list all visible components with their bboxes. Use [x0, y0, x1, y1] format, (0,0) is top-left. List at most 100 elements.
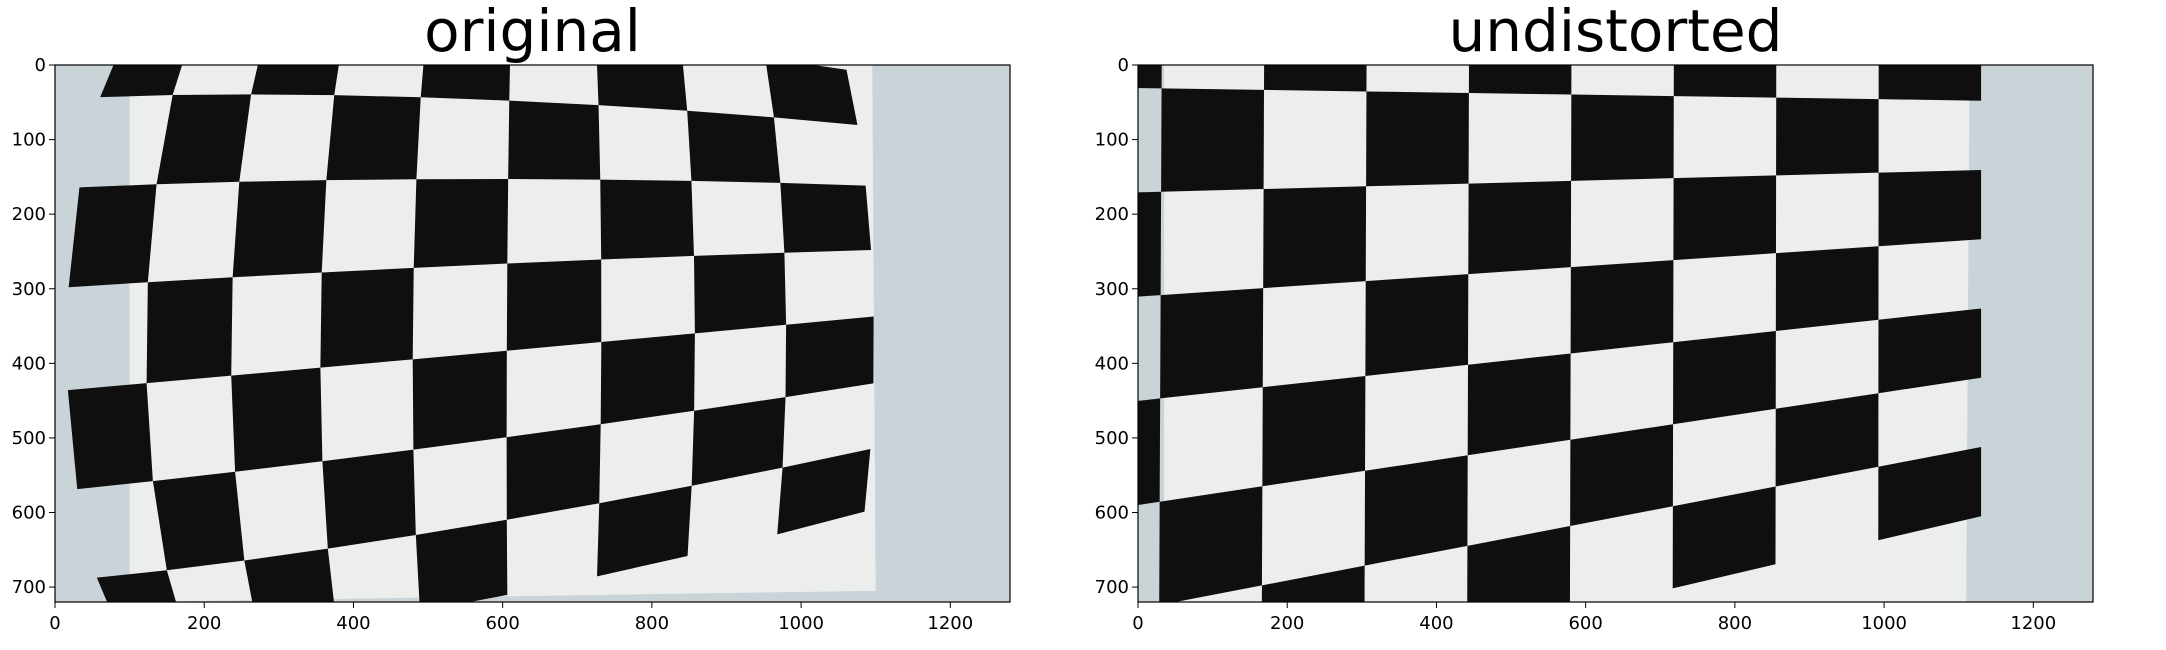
y-tick-label: 0 — [1118, 55, 1129, 76]
y-tick-label: 700 — [12, 577, 46, 598]
checker-square — [412, 350, 507, 450]
checker-square — [691, 397, 786, 486]
x-tick-label: 400 — [1419, 613, 1453, 634]
image-content — [55, 65, 1010, 602]
checker-square — [1366, 91, 1469, 187]
checker-square — [413, 179, 509, 268]
x-tick-label: 1000 — [1861, 613, 1907, 634]
panel-undistorted: undistorted 0 200 400 600 800 1000 1200 0 100 200… — [1083, 0, 2166, 650]
plot-undistorted: 0 200 400 600 800 1000 1200 0 100 200 300 400 500 600… — [1083, 55, 2094, 650]
panel-original: original 0 200 400 600 800 1000 1200 0 100 200 300… — [12, 0, 1011, 634]
checker-square — [597, 485, 692, 577]
checker-square — [1878, 446, 1982, 541]
y-tick-label: 100 — [12, 130, 46, 151]
y-tick-label: 200 — [1095, 204, 1129, 225]
checker-square — [687, 110, 781, 183]
checker-square — [785, 316, 874, 398]
checker-square — [1261, 565, 1365, 602]
checker-square — [232, 180, 327, 278]
checker-square — [1776, 97, 1879, 176]
checker-square — [100, 65, 183, 98]
checker-square — [1083, 605, 1159, 650]
x-tick-label: 0 — [49, 613, 60, 634]
plot-original: 0 200 400 600 800 1000 1200 0 100 200 300 400 500 600… — [12, 55, 1011, 634]
checker-square — [600, 333, 695, 425]
checker-square — [506, 424, 601, 520]
x-tick-label: 200 — [1270, 613, 1304, 634]
checker-square — [777, 448, 871, 535]
checker-square — [96, 570, 177, 602]
x-tick-label: 800 — [635, 613, 669, 634]
y-tick-label: 300 — [12, 279, 46, 300]
y-tick-label: 300 — [1095, 279, 1129, 300]
checker-square — [1160, 288, 1264, 399]
checker-square — [1138, 65, 1162, 89]
checker-square — [1365, 274, 1469, 376]
checker-square — [1468, 180, 1572, 275]
checker-square — [1673, 175, 1777, 261]
checker-square — [1673, 330, 1776, 425]
checker-square — [1468, 65, 1572, 95]
checker-square — [67, 383, 153, 490]
panel-title-original: original — [424, 0, 641, 65]
checker-square — [152, 471, 245, 571]
x-tick-label: 600 — [485, 613, 519, 634]
checker-square — [1878, 65, 1982, 101]
x-tick-label: 600 — [1568, 613, 1602, 634]
checker-square — [600, 179, 694, 260]
checker-square — [1878, 169, 1982, 247]
checker-square — [326, 95, 421, 181]
checker-square — [1672, 486, 1776, 589]
x-tick-label: 400 — [336, 613, 370, 634]
image-content — [1083, 65, 2093, 650]
axes-frame — [54, 64, 1011, 603]
checker-square — [1138, 191, 1162, 297]
checker-square — [420, 65, 510, 101]
y-tick-label: 200 — [12, 204, 46, 225]
y-tick-label: 700 — [1095, 577, 1129, 598]
x-tick-label: 1200 — [2010, 613, 2056, 634]
checker-square — [1262, 375, 1366, 487]
checker-square — [415, 519, 508, 602]
x-tick-label: 200 — [187, 613, 221, 634]
x-tick-label: 0 — [1132, 613, 1143, 634]
checker-square — [766, 65, 858, 125]
checker-square — [1263, 186, 1367, 289]
checker-square — [1161, 88, 1265, 192]
axes-frame — [1137, 64, 2094, 603]
checker-square — [1775, 393, 1879, 487]
checker-square — [693, 252, 787, 334]
x-tick-label: 1000 — [778, 613, 824, 634]
checker-square — [1878, 308, 1982, 394]
checker-square — [1467, 353, 1571, 456]
checker-square — [596, 65, 688, 111]
checker-square — [320, 267, 414, 368]
checker-square — [322, 449, 416, 549]
checker-square — [1673, 65, 1777, 98]
y-tick-label: 600 — [12, 503, 46, 524]
y-tick-label: 500 — [12, 428, 46, 449]
checker-square — [1467, 526, 1571, 602]
checker-square — [780, 182, 872, 253]
checker-square — [251, 65, 339, 96]
checker-square — [1138, 398, 1161, 506]
checker-square — [1571, 94, 1674, 181]
y-tick-label: 400 — [12, 353, 46, 374]
checker-square — [156, 94, 252, 185]
checker-square — [508, 100, 601, 180]
checker-square — [1775, 246, 1879, 331]
y-tick-label: 400 — [1095, 353, 1129, 374]
y-tick-label: 500 — [1095, 428, 1129, 449]
x-tick-label: 800 — [1718, 613, 1752, 634]
checker-square — [68, 184, 157, 288]
checker-square — [1570, 424, 1674, 527]
checker-square — [146, 277, 233, 384]
checker-square — [506, 259, 602, 351]
checker-square — [231, 367, 323, 472]
panel-title-undistorted: undistorted — [1448, 0, 1783, 65]
checker-square — [1570, 260, 1674, 354]
checker-square — [1264, 65, 1367, 92]
checker-square — [1364, 455, 1468, 566]
x-tick-label: 1200 — [927, 613, 973, 634]
y-tick-label: 100 — [1095, 130, 1129, 151]
